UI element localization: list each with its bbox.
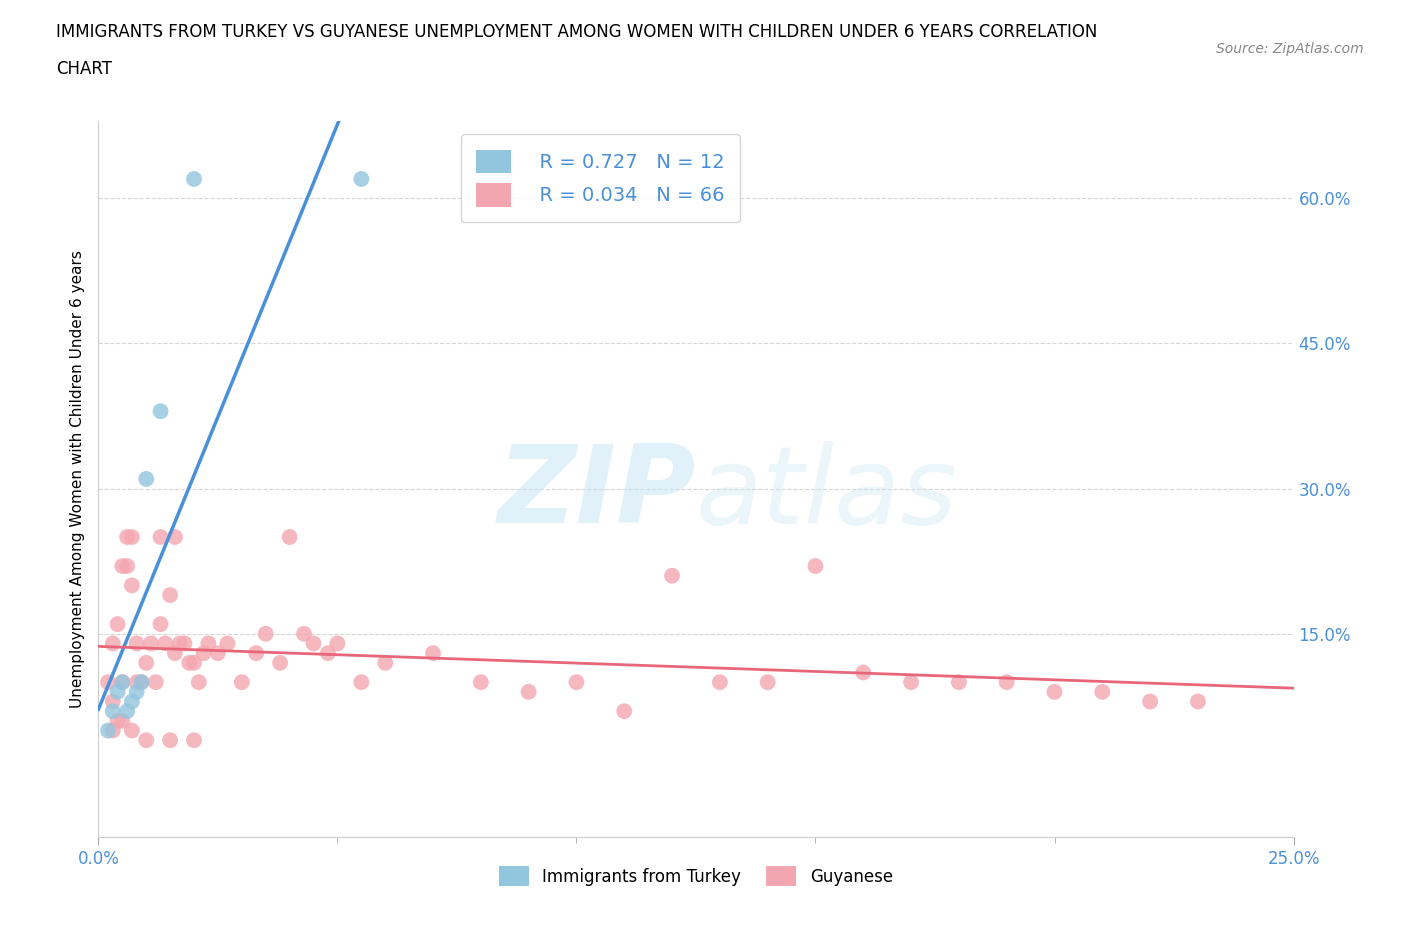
Legend: Immigrants from Turkey, Guyanese: Immigrants from Turkey, Guyanese [492,859,900,893]
Text: atlas: atlas [696,441,957,546]
Point [111,559,134,574]
Point [316,645,339,660]
Point [163,529,186,544]
Point [661,568,683,583]
Point [900,675,922,690]
Point [269,656,291,671]
Point [121,578,143,592]
Point [350,675,373,690]
Point [131,675,153,690]
Point [159,588,181,603]
Point [1043,684,1066,699]
Point [245,645,267,660]
Point [101,636,124,651]
Point [149,529,172,544]
Point [139,636,162,651]
Point [125,675,148,690]
Point [183,171,205,186]
Y-axis label: Unemployment Among Women with Children Under 6 years: Unemployment Among Women with Children U… [69,250,84,708]
Point [155,636,177,651]
Point [111,675,134,690]
Point [111,713,134,728]
Point [97,724,120,738]
Point [115,704,138,719]
Point [121,724,143,738]
Point [326,636,349,651]
Point [135,733,157,748]
Point [107,617,129,631]
Point [115,559,138,574]
Point [1139,694,1161,709]
Point [197,636,219,651]
Point [107,713,129,728]
Point [613,704,636,719]
Point [121,529,143,544]
Text: CHART: CHART [56,60,112,78]
Point [125,684,148,699]
Point [145,675,167,690]
Point [804,559,827,574]
Text: Source: ZipAtlas.com: Source: ZipAtlas.com [1216,42,1364,56]
Point [709,675,731,690]
Point [756,675,779,690]
Point [173,636,195,651]
Point [193,645,215,660]
Point [131,675,153,690]
Point [995,675,1018,690]
Point [302,636,325,651]
Point [97,675,120,690]
Point [125,636,148,651]
Point [948,675,970,690]
Point [374,656,396,671]
Point [231,675,253,690]
Point [179,656,201,671]
Point [470,675,492,690]
Text: ZIP: ZIP [498,440,696,546]
Point [517,684,540,699]
Point [183,656,205,671]
Point [350,171,373,186]
Point [159,733,181,748]
Point [292,626,315,641]
Point [149,404,172,418]
Point [217,636,239,651]
Text: IMMIGRANTS FROM TURKEY VS GUYANESE UNEMPLOYMENT AMONG WOMEN WITH CHILDREN UNDER : IMMIGRANTS FROM TURKEY VS GUYANESE UNEMP… [56,23,1098,41]
Point [1091,684,1114,699]
Point [135,656,157,671]
Point [187,675,209,690]
Point [101,694,124,709]
Point [169,636,191,651]
Point [163,645,186,660]
Point [111,675,134,690]
Point [254,626,277,641]
Point [101,704,124,719]
Point [207,645,229,660]
Point [101,724,124,738]
Point [121,694,143,709]
Point [852,665,875,680]
Point [1187,694,1209,709]
Point [107,684,129,699]
Point [422,645,444,660]
Point [278,529,301,544]
Point [115,529,138,544]
Point [565,675,588,690]
Point [149,617,172,631]
Point [135,472,157,486]
Point [183,733,205,748]
